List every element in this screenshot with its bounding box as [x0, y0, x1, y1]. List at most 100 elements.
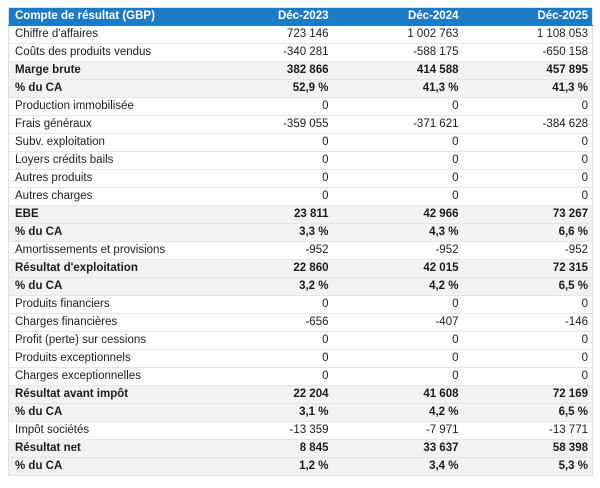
row-label: Frais généraux [8, 115, 203, 134]
row-label: Résultat avant impôt [8, 385, 203, 404]
table-row: % du CA 3,3 % 4,3 % 6,6 % [8, 223, 593, 242]
row-value-dec-2025: 41,3 % [462, 79, 593, 98]
row-label: % du CA [8, 223, 203, 242]
income-statement-table: Compte de résultat (GBP) Déc-2023 Déc-20… [8, 7, 593, 476]
row-value-dec-2024: 3,4 % [332, 457, 463, 476]
table-row: Impôt sociétés -13 359 -7 971 -13 771 [8, 421, 593, 440]
row-value-dec-2024: 0 [332, 97, 463, 116]
row-value-dec-2024: 41 608 [332, 385, 463, 404]
row-value-dec-2023: 723 146 [202, 25, 333, 44]
row-label: Charges exceptionnelles [8, 367, 203, 386]
row-value-dec-2023: -359 055 [202, 115, 333, 134]
row-label: Subv. exploitation [8, 133, 203, 152]
table-body: Chiffre d'affaires 723 146 1 002 763 1 1… [8, 25, 593, 476]
row-value-dec-2023: 0 [202, 97, 333, 116]
table-row: Autres produits 0 0 0 [8, 169, 593, 188]
row-label: % du CA [8, 79, 203, 98]
row-label: Loyers crédits bails [8, 151, 203, 170]
row-value-dec-2024: 4,2 % [332, 403, 463, 422]
row-value-dec-2025: 73 267 [462, 205, 593, 224]
row-label: Charges financières [8, 313, 203, 332]
row-value-dec-2025: -650 158 [462, 43, 593, 62]
row-value-dec-2025: 5,3 % [462, 457, 593, 476]
row-label: Résultat d'exploitation [8, 259, 203, 278]
row-value-dec-2025: 72 169 [462, 385, 593, 404]
row-value-dec-2023: -952 [202, 241, 333, 260]
row-value-dec-2023: 0 [202, 295, 333, 314]
table-row: Résultat d'exploitation 22 860 42 015 72… [8, 259, 593, 278]
row-value-dec-2024: 4,2 % [332, 277, 463, 296]
row-value-dec-2025: 58 398 [462, 439, 593, 458]
row-value-dec-2025: 0 [462, 169, 593, 188]
row-value-dec-2025: -384 628 [462, 115, 593, 134]
row-value-dec-2024: -407 [332, 313, 463, 332]
row-value-dec-2024: 0 [332, 151, 463, 170]
row-value-dec-2023: 0 [202, 349, 333, 368]
row-value-dec-2025: 0 [462, 349, 593, 368]
row-label: % du CA [8, 403, 203, 422]
row-label: Produits financiers [8, 295, 203, 314]
table-row: Produits financiers 0 0 0 [8, 295, 593, 314]
row-value-dec-2024: 42 966 [332, 205, 463, 224]
table-row: Résultat net 8 845 33 637 58 398 [8, 439, 593, 458]
table-row: Subv. exploitation 0 0 0 [8, 133, 593, 152]
row-label: Résultat net [8, 439, 203, 458]
row-value-dec-2025: 457 895 [462, 61, 593, 80]
row-value-dec-2024: 0 [332, 367, 463, 386]
row-label: Produits exceptionnels [8, 349, 203, 368]
row-value-dec-2025: 0 [462, 97, 593, 116]
table-row: Production immobilisée 0 0 0 [8, 97, 593, 116]
row-value-dec-2024: 0 [332, 169, 463, 188]
row-value-dec-2025: 0 [462, 331, 593, 350]
table-header-row: Compte de résultat (GBP) Déc-2023 Déc-20… [8, 7, 593, 26]
row-value-dec-2024: 0 [332, 349, 463, 368]
row-label: EBE [8, 205, 203, 224]
row-value-dec-2025: -952 [462, 241, 593, 260]
row-value-dec-2023: 8 845 [202, 439, 333, 458]
row-value-dec-2025: 1 108 053 [462, 25, 593, 44]
row-value-dec-2023: 0 [202, 133, 333, 152]
table-row: EBE 23 811 42 966 73 267 [8, 205, 593, 224]
row-label: % du CA [8, 457, 203, 476]
row-value-dec-2024: 0 [332, 133, 463, 152]
row-value-dec-2025: 72 315 [462, 259, 593, 278]
page: Compte de résultat (GBP) Déc-2023 Déc-20… [8, 7, 593, 476]
row-label: Chiffre d'affaires [8, 25, 203, 44]
table-row: Loyers crédits bails 0 0 0 [8, 151, 593, 170]
row-value-dec-2023: 0 [202, 187, 333, 206]
row-label: Coûts des produits vendus [8, 43, 203, 62]
table-row: Chiffre d'affaires 723 146 1 002 763 1 1… [8, 25, 593, 44]
row-value-dec-2023: 52,9 % [202, 79, 333, 98]
table-row: % du CA 3,1 % 4,2 % 6,5 % [8, 403, 593, 422]
row-value-dec-2024: -7 971 [332, 421, 463, 440]
table-row: Frais généraux -359 055 -371 621 -384 62… [8, 115, 593, 134]
row-value-dec-2023: -340 281 [202, 43, 333, 62]
table-row: Produits exceptionnels 0 0 0 [8, 349, 593, 368]
table-row: % du CA 1,2 % 3,4 % 5,3 % [8, 457, 593, 476]
row-value-dec-2025: -13 771 [462, 421, 593, 440]
row-label: Autres produits [8, 169, 203, 188]
row-value-dec-2024: 1 002 763 [332, 25, 463, 44]
column-header-dec-2023: Déc-2023 [202, 7, 333, 26]
row-value-dec-2024: 42 015 [332, 259, 463, 278]
row-value-dec-2025: 6,5 % [462, 403, 593, 422]
table-row: Charges exceptionnelles 0 0 0 [8, 367, 593, 386]
row-value-dec-2023: -656 [202, 313, 333, 332]
row-label: Autres charges [8, 187, 203, 206]
row-value-dec-2024: 0 [332, 331, 463, 350]
row-value-dec-2024: -588 175 [332, 43, 463, 62]
table-title: Compte de résultat (GBP) [8, 7, 203, 26]
row-label: Amortissements et provisions [8, 241, 203, 260]
row-value-dec-2024: 41,3 % [332, 79, 463, 98]
row-value-dec-2025: 0 [462, 187, 593, 206]
row-value-dec-2023: 1,2 % [202, 457, 333, 476]
table-row: Profit (perte) sur cessions 0 0 0 [8, 331, 593, 350]
row-value-dec-2023: 3,2 % [202, 277, 333, 296]
row-value-dec-2023: 23 811 [202, 205, 333, 224]
column-header-dec-2025: Déc-2025 [462, 7, 593, 26]
row-value-dec-2025: 0 [462, 151, 593, 170]
row-value-dec-2024: 0 [332, 187, 463, 206]
row-label: Production immobilisée [8, 97, 203, 116]
row-value-dec-2025: -146 [462, 313, 593, 332]
row-value-dec-2023: 3,3 % [202, 223, 333, 242]
